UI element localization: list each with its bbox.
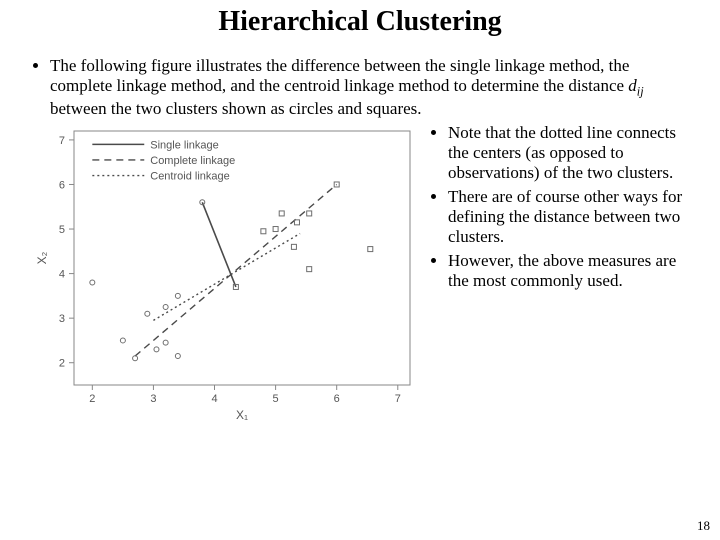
svg-text:2: 2 [59,358,65,370]
notes-column: Note that the dotted line connects the c… [430,123,688,295]
dij-sub: ij [637,84,644,98]
svg-text:5: 5 [273,393,279,405]
page-title: Hierarchical Clustering [0,0,720,38]
note-item-3: However, the above measures are the most… [448,251,688,291]
svg-text:6: 6 [59,179,65,191]
intro-text-b: between the two clusters shown as circle… [50,99,422,118]
slide: Hierarchical Clustering The following fi… [0,0,720,540]
svg-text:3: 3 [59,313,65,325]
dij-d: d [628,76,637,95]
note-item-2: There are of course other ways for defin… [448,187,688,247]
svg-text:2: 2 [89,393,95,405]
columns: 2 3 4 5 6 7 2 3 4 5 6 7 X₁ X₂ Single linkage Complete l… [32,123,688,423]
svg-text:6: 6 [334,393,340,405]
svg-text:X₂: X₂ [35,251,49,264]
svg-text:5: 5 [59,224,65,236]
notes-list: Note that the dotted line connects the c… [430,123,688,291]
intro-text-a: The following figure illustrates the dif… [50,56,629,95]
body: The following figure illustrates the dif… [0,56,720,423]
svg-text:Complete linkage: Complete linkage [150,155,235,167]
chart-column: 2 3 4 5 6 7 2 3 4 5 6 7 X₁ X₂ Single linkage Complete l… [32,123,422,423]
svg-text:7: 7 [59,135,65,147]
svg-text:Single linkage: Single linkage [150,139,219,151]
linkage-chart: 2 3 4 5 6 7 2 3 4 5 6 7 X₁ X₂ Single linkage Complete l… [32,123,422,423]
svg-text:3: 3 [150,393,156,405]
page-number: 18 [697,518,710,534]
svg-text:4: 4 [59,269,65,281]
svg-text:7: 7 [395,393,401,405]
svg-text:X₁: X₁ [236,408,248,422]
svg-text:4: 4 [211,393,217,405]
intro-list: The following figure illustrates the dif… [32,56,688,119]
note-item-1: Note that the dotted line connects the c… [448,123,688,183]
svg-text:Centroid linkage: Centroid linkage [150,170,230,182]
intro-item: The following figure illustrates the dif… [50,56,688,119]
